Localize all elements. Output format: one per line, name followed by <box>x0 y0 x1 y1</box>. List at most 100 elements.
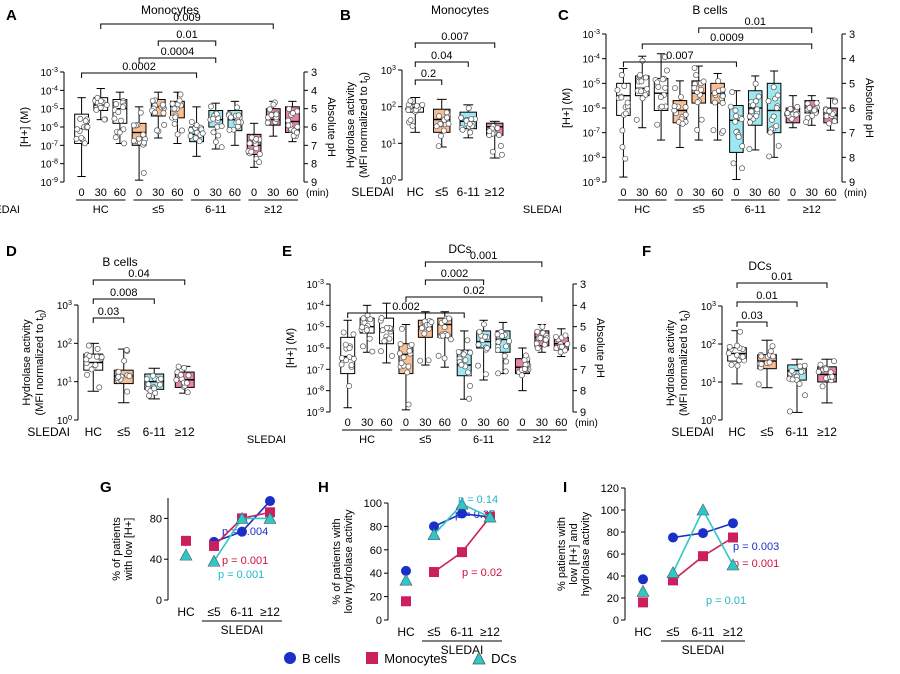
box-611-t60-point <box>227 114 234 121</box>
box-ge12-t0-point <box>794 104 801 110</box>
marker-monocytes <box>668 575 678 586</box>
box-hc-t30-point <box>633 116 640 123</box>
x-tick-label: ≥12 <box>485 185 505 199</box>
panel-letter-d: D <box>6 243 17 260</box>
box-ge12-t30-point <box>809 112 816 119</box>
box-le5-t30-point <box>161 121 168 128</box>
sledai-label: SLEDAI <box>247 434 286 446</box>
y-tick-label-right: 9 <box>580 407 586 419</box>
box-611-t0-point <box>462 357 469 364</box>
box-hc-t30-point <box>637 72 643 79</box>
y-tick-label: 40 <box>150 554 162 566</box>
box-hc-t0-point <box>618 72 625 78</box>
box-le5-t0-point <box>408 341 415 348</box>
y-tick-label-left: 10-9 <box>582 175 600 189</box>
box-le5-t30-point <box>691 85 698 91</box>
time-tick-label: 60 <box>555 417 567 429</box>
box-le5-t60-point <box>446 315 452 322</box>
time-tick-label: 30 <box>806 187 818 199</box>
pvalue-monocytes: p = 0.001 <box>733 558 779 570</box>
box-ge12-t60-point <box>562 332 569 339</box>
time-unit-label: (min) <box>306 188 329 199</box>
box-le5-t0-point <box>130 137 137 144</box>
y-tick-label-right: 4 <box>580 300 586 312</box>
y-tick-label-left: 10-7 <box>306 362 324 376</box>
time-tick-label: 30 <box>267 187 279 199</box>
time-tick-label: 60 <box>286 187 298 199</box>
box-le5-point <box>755 381 762 388</box>
y-axis-title-line3: hydrolase activity <box>580 511 592 596</box>
panel-title-f: DCs <box>748 259 771 273</box>
box-ge12-t30-point <box>813 99 820 106</box>
box-611-t30-point <box>750 102 756 109</box>
box-le5-point <box>437 133 444 139</box>
box-ge12-t30-point <box>266 106 273 113</box>
y-tick-label-right: 3 <box>849 29 855 41</box>
x-tick-label: ≤5 <box>666 625 680 639</box>
box-ge12-point <box>494 125 501 132</box>
comparison-1-pvalue: 0.01 <box>771 271 792 283</box>
box-hc-point <box>409 122 416 129</box>
box-611-point <box>466 121 473 127</box>
box-611-t0-point <box>458 361 465 368</box>
time-tick-label: 30 <box>361 417 373 429</box>
box-hc-point <box>92 362 99 369</box>
legend-item-bcells: B cells <box>282 650 340 666</box>
box-ge12-t0-point <box>518 372 525 379</box>
pvalue-bcells: p = 0.004 <box>222 526 268 538</box>
box-611-t0-point <box>735 133 742 140</box>
box-611-point <box>465 105 472 112</box>
y-tick-label-left: 10-3 <box>306 277 324 291</box>
box-611-point <box>157 381 163 388</box>
comparison-2-bracket <box>414 61 469 67</box>
box-le5-t30-point <box>700 78 707 85</box>
box-ge12-t30-point <box>268 112 275 119</box>
marker-monocytes <box>728 532 738 543</box>
box-le5-point <box>445 120 452 127</box>
y-tick-label-right: 6 <box>311 122 317 134</box>
box-hc-t0-point <box>622 110 629 117</box>
marker-dcs <box>636 584 650 597</box>
comparison-2-bracket <box>736 301 798 307</box>
box-ge12-t0-point <box>793 111 800 118</box>
box-611-t30-point <box>218 123 225 130</box>
box-le5-t30-point <box>693 72 700 79</box>
box-hc-t60-point <box>388 352 395 359</box>
box-ge12-point <box>486 128 493 135</box>
time-tick-label: 30 <box>536 417 548 429</box>
panel-title-e: DCs <box>448 242 471 256</box>
y-tick-label-left: 10-4 <box>306 298 324 312</box>
box-611-t0-point <box>464 337 471 344</box>
sledai-label: SLEDAI <box>523 204 562 216</box>
x-tick-label: ≥12 <box>175 425 195 439</box>
time-tick-label: 30 <box>749 187 761 199</box>
box-le5-t60-point <box>439 332 446 339</box>
box-611-t0-point <box>729 89 736 96</box>
box-hc-point <box>739 353 746 360</box>
y-axis-title-line2: low [H+] and <box>568 523 580 584</box>
box-hc-t0-point <box>350 355 357 362</box>
marker-dcs <box>427 527 441 540</box>
box-hc-t60-point <box>121 140 128 147</box>
marker-dcs <box>726 558 740 571</box>
comparison-3-bracket <box>138 57 217 63</box>
box-611-t0-point <box>192 135 199 142</box>
box-611-point <box>789 376 796 383</box>
comparison-3-bracket <box>92 317 125 323</box>
y-tick-label-left: 10-6 <box>40 120 58 134</box>
box-hc-t30-point <box>359 324 366 331</box>
panel-a: A Monocytes 10-9 9 10-8 8 10-7 7 10-6 6 10-5 5 10-4 4… <box>0 3 337 216</box>
box-611-t60-point <box>770 113 777 120</box>
marker-monocytes <box>209 540 219 551</box>
group-label: ≤5 <box>152 204 164 216</box>
box-le5-t0-point <box>137 109 144 116</box>
box-ge12-t60-point <box>562 347 568 354</box>
box-611-t60-point <box>501 352 508 359</box>
box-hc-t0-point <box>78 134 85 141</box>
box-611-t0-point <box>467 349 474 356</box>
panel-b: B Monocytes 100 101 102 103 Hydrolase activity… <box>340 3 505 199</box>
box-ge12-t60-point <box>823 113 830 120</box>
box-le5-t60-point <box>179 127 185 134</box>
box-611-t60-point <box>495 338 502 345</box>
comparison-1-bracket <box>736 282 828 288</box>
